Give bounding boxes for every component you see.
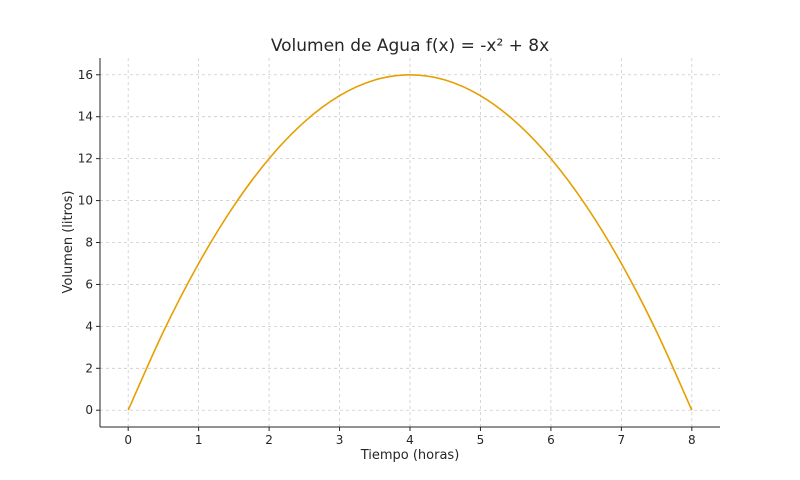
y-tick-label: 12 — [78, 152, 93, 166]
y-tick-label: 14 — [78, 110, 93, 124]
y-tick-label: 8 — [85, 236, 93, 250]
y-tick-label: 6 — [85, 277, 93, 291]
x-tick-label: 4 — [406, 433, 414, 447]
x-tick-label: 7 — [618, 433, 626, 447]
chart-title: Volumen de Agua f(x) = -x² + 8x — [271, 36, 549, 56]
y-tick-label: 4 — [85, 319, 93, 333]
y-axis-label: Volumen (litros) — [61, 191, 76, 294]
x-tick-label: 3 — [336, 433, 344, 447]
x-tick-label: 6 — [547, 433, 555, 447]
y-tick-label: 2 — [85, 361, 93, 375]
y-tick-label: 0 — [85, 403, 93, 417]
y-tick-label: 10 — [78, 194, 93, 208]
grid — [100, 58, 720, 427]
x-tick-label: 8 — [688, 433, 696, 447]
x-tick-label: 1 — [195, 433, 203, 447]
series-line-0 — [127, 73, 693, 411]
series-layer — [127, 73, 693, 411]
x-tick-label: 2 — [265, 433, 273, 447]
y-tick-label: 16 — [78, 68, 93, 82]
x-axis-label: Tiempo (horas) — [360, 448, 460, 463]
x-tick-label: 0 — [124, 433, 132, 447]
x-tick-label: 5 — [477, 433, 485, 447]
